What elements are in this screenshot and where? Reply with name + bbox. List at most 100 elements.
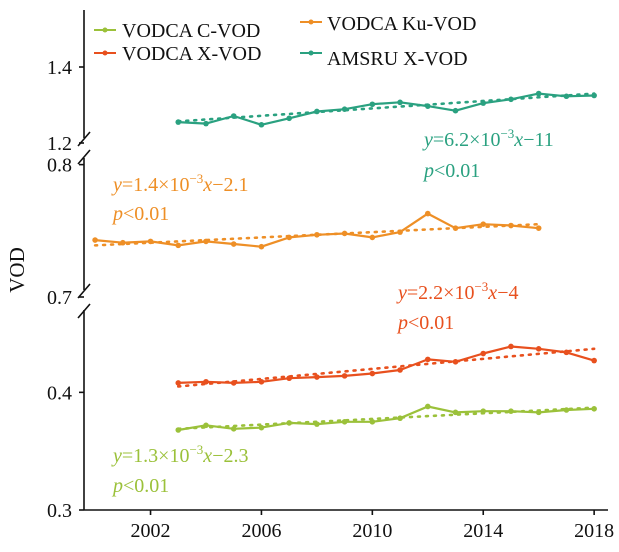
data-point-vodca-ku — [314, 231, 320, 238]
x-tick-label: 2002 — [131, 520, 171, 542]
equation-amsru-x-formula: y=6.2×10−3x−11 — [422, 126, 554, 151]
data-point-vodca-c — [480, 408, 487, 414]
data-point-vodca-ku — [508, 222, 514, 229]
data-point-amsru-x — [258, 121, 265, 128]
data-point-amsru-x — [230, 113, 237, 119]
data-point-vodca-c — [424, 403, 431, 410]
data-point-amsru-x — [563, 93, 570, 100]
data-point-vodca-c — [591, 406, 597, 412]
data-point-vodca-x — [508, 343, 514, 350]
equation-vodca-x: y=2.2×10−3x−4 p<0.01 — [396, 279, 518, 334]
data-point-vodca-x — [341, 373, 348, 379]
legend-item-amsru-x: AMSRU X-VOD — [300, 48, 468, 70]
data-point-vodca-x — [480, 350, 487, 357]
legend-marker-vodca-ku — [308, 19, 314, 25]
data-point-vodca-c — [203, 422, 209, 429]
y-tick-label: 0.4 — [47, 382, 72, 404]
data-point-vodca-x — [452, 358, 459, 365]
trend-line-vodca-c — [176, 406, 596, 431]
trend-line-amsru-x — [176, 92, 596, 123]
legend-item-vodca-ku: VODCA Ku-VOD — [300, 13, 476, 35]
data-point-vodca-ku — [480, 221, 487, 227]
data-point-vodca-x — [286, 375, 292, 382]
legend-item-vodca-x: VODCA X-VOD — [94, 43, 261, 65]
data-point-vodca-x — [397, 367, 403, 373]
x-tick-label: 2014 — [463, 520, 503, 542]
series-line-vodca-c — [178, 405, 595, 432]
data-point-vodca-ku — [397, 229, 403, 235]
data-point-amsru-x — [397, 99, 403, 106]
equation-vodca-ku-formula: y=1.4×10−3x−2.1 — [111, 171, 248, 196]
data-point-amsru-x — [341, 106, 348, 112]
data-point-amsru-x — [452, 107, 459, 114]
data-point-vodca-c — [314, 421, 320, 427]
data-point-vodca-ku — [341, 230, 348, 237]
data-point-amsru-x — [535, 90, 542, 97]
data-point-vodca-ku — [452, 225, 459, 231]
data-point-vodca-x — [563, 349, 570, 356]
data-point-vodca-c — [369, 418, 376, 425]
data-point-amsru-x — [286, 115, 292, 122]
data-point-vodca-ku — [369, 234, 376, 241]
y-tick-label: 0.3 — [47, 500, 72, 522]
series-line-amsru-x — [178, 92, 595, 126]
data-point-vodca-x — [258, 378, 265, 385]
axis-break-mark-upper-2 — [77, 149, 91, 165]
data-point-vodca-c — [563, 407, 570, 413]
data-point-amsru-x — [175, 119, 182, 125]
data-point-vodca-ku — [286, 234, 292, 241]
data-point-vodca-x — [535, 346, 542, 352]
legend-marker-amsru-x — [308, 50, 314, 56]
data-point-vodca-x — [314, 374, 320, 380]
data-point-vodca-x — [424, 356, 431, 363]
series-line-vodca-x — [178, 345, 595, 384]
data-point-amsru-x — [203, 120, 209, 127]
data-point-vodca-ku — [120, 239, 126, 246]
data-point-amsru-x — [424, 103, 431, 109]
data-point-vodca-x — [230, 380, 237, 386]
data-point-vodca-c — [230, 426, 237, 432]
axis-break-mark-lower-2 — [77, 303, 91, 319]
x-tick-label: 2010 — [352, 520, 392, 542]
equation-vodca-c-pvalue: p<0.01 — [111, 475, 169, 497]
data-point-vodca-ku — [424, 210, 431, 217]
legend-label-vodca-ku: VODCA Ku-VOD — [327, 13, 476, 35]
data-point-vodca-ku — [203, 238, 209, 245]
equation-amsru-x-pvalue: p<0.01 — [422, 160, 480, 182]
data-point-vodca-c — [535, 409, 542, 416]
equation-vodca-c: y=1.3×10−3x−2.3 p<0.01 — [111, 442, 248, 497]
data-point-amsru-x — [369, 101, 376, 108]
legend-marker-vodca-c — [102, 27, 108, 33]
equation-vodca-c-formula: y=1.3×10−3x−2.3 — [111, 442, 248, 467]
legend: VODCA C-VOD VODCA Ku-VOD VODCA X-VOD AMS… — [94, 13, 476, 70]
y-tick-label: 1.4 — [47, 57, 72, 79]
data-point-vodca-x — [203, 378, 209, 385]
y-axis-title: VOD — [5, 247, 29, 293]
data-point-amsru-x — [480, 100, 487, 106]
data-point-vodca-c — [286, 420, 292, 426]
data-point-vodca-x — [175, 380, 182, 386]
data-point-vodca-ku — [230, 241, 237, 247]
data-point-vodca-c — [452, 409, 459, 416]
y-tick-label: 1.2 — [47, 133, 72, 155]
data-point-vodca-c — [397, 415, 403, 422]
equation-vodca-x-formula: y=2.2×10−3x−4 — [396, 279, 518, 304]
equation-vodca-ku-pvalue: p<0.01 — [111, 203, 169, 225]
data-point-vodca-c — [175, 427, 182, 433]
legend-item-vodca-c: VODCA C-VOD — [94, 20, 260, 42]
series-points — [92, 90, 597, 433]
data-point-vodca-ku — [535, 225, 542, 231]
data-point-vodca-c — [341, 418, 348, 425]
y-tick-label: 0.8 — [47, 155, 72, 177]
data-point-amsru-x — [314, 108, 320, 115]
legend-marker-vodca-x — [102, 50, 108, 56]
equation-vodca-ku: y=1.4×10−3x−2.1 p<0.01 — [111, 171, 248, 225]
axis-ticks: 1.2 1.4 0.7 0.8 0.3 0.4 2002 2006 2010 2014 2018 — [47, 57, 614, 542]
legend-label-amsru-x: AMSRU X-VOD — [327, 48, 468, 70]
data-point-vodca-ku — [92, 237, 98, 243]
data-point-vodca-c — [258, 424, 265, 431]
data-point-amsru-x — [591, 92, 597, 99]
equation-amsru-x: y=6.2×10−3x−11 p<0.01 — [422, 126, 554, 182]
data-point-vodca-c — [508, 408, 514, 414]
